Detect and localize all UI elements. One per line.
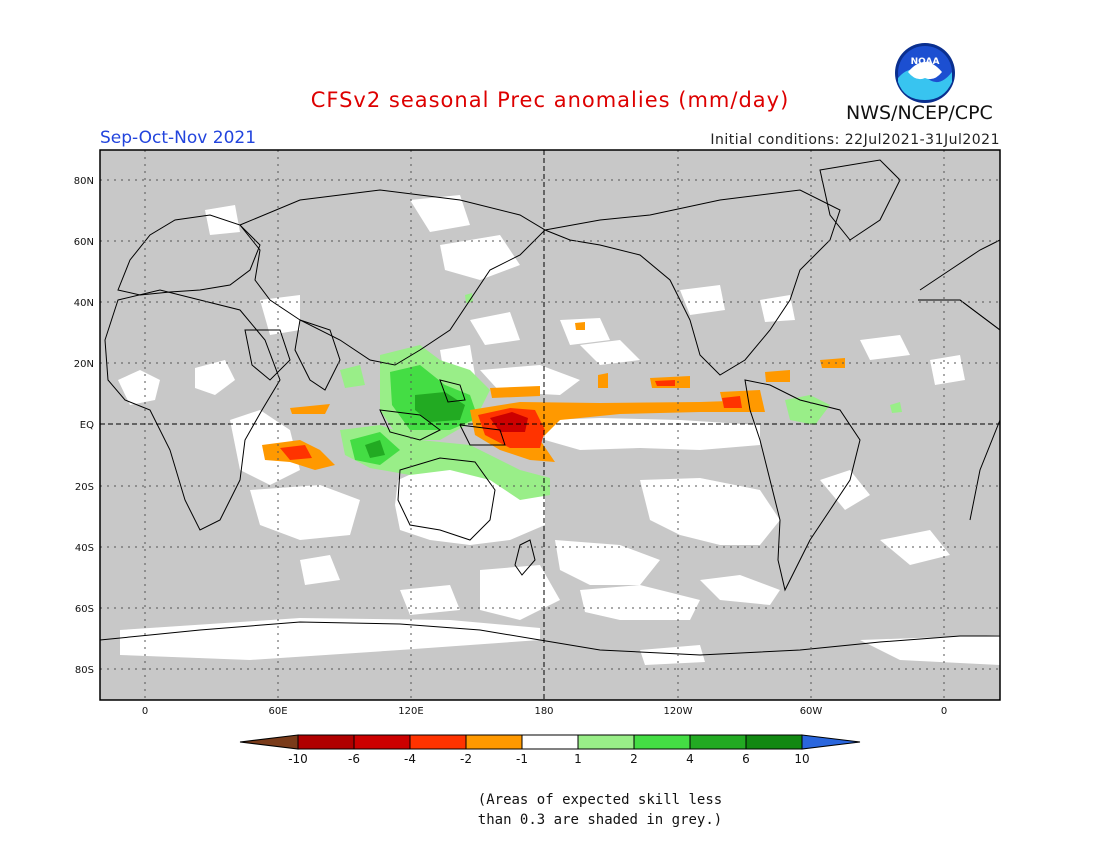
coastlines	[99, 159, 1001, 656]
lat-label: 20S	[75, 482, 94, 493]
noaa-logo: NOAA	[895, 43, 955, 103]
initial-conditions: Initial conditions: 22Jul2021-31Jul2021	[710, 132, 1000, 148]
colorbar-swatch	[577, 734, 635, 750]
colorbar-tick-label: 2	[630, 752, 638, 766]
equator-dateline	[100, 150, 1000, 700]
lat-label: 40N	[74, 298, 94, 309]
longitude-axis: 0 60E 120E 180 120W 60W 0	[142, 706, 947, 717]
lon-label: 120E	[398, 706, 423, 717]
lon-label: 120W	[664, 706, 693, 717]
colorbar-swatch	[689, 734, 747, 750]
logo-text: NOAA	[911, 57, 940, 67]
colorbar-tick-label: -6	[348, 752, 360, 766]
lat-label: 60N	[74, 237, 94, 248]
colorbar-swatch	[745, 734, 803, 750]
colorbar-tick-label: 10	[794, 752, 809, 766]
lon-label: 0	[142, 706, 148, 717]
skill-note-line1: (Areas of expected skill less	[477, 792, 723, 808]
lat-label: 40S	[75, 543, 94, 554]
season-label: Sep-Oct-Nov 2021	[100, 128, 257, 148]
colorbar-tick-label: 1	[574, 752, 582, 766]
lon-label: 0	[941, 706, 947, 717]
lat-label: EQ	[80, 420, 94, 431]
skill-note-line2: than 0.3 are shaded in grey.)	[477, 812, 723, 828]
colorbar-tick-label: 4	[686, 752, 694, 766]
lon-label: 60W	[800, 706, 823, 717]
lat-label: 20N	[74, 359, 94, 370]
colorbar-arrow-low	[239, 734, 299, 750]
colorbar-swatch	[521, 734, 579, 750]
map-frame	[99, 149, 1001, 701]
colorbar: -10 -6 -4 -2 -1 1 2 4 6 10	[239, 734, 861, 766]
latitude-axis: 80N 60N 40N 20N EQ 20S 40S 60S 80S	[74, 176, 94, 676]
lat-label: 60S	[75, 604, 94, 615]
lat-label: 80N	[74, 176, 94, 187]
colorbar-swatch	[353, 734, 411, 750]
colorbar-tick-label: -10	[288, 752, 308, 766]
colorbar-swatch	[465, 734, 523, 750]
colorbar-swatch	[297, 734, 355, 750]
colorbar-swatch	[409, 734, 467, 750]
colorbar-tick-label: 6	[742, 752, 750, 766]
wet-anomaly-patches	[340, 293, 902, 500]
colorbar-arrow-high	[801, 734, 861, 750]
colorbar-swatch	[633, 734, 691, 750]
colorbar-tick-label: -2	[460, 752, 472, 766]
agency-label: NWS/NCEP/CPC	[846, 102, 993, 124]
map-title: CFSv2 seasonal Prec anomalies (mm/day)	[310, 88, 790, 112]
lon-label: 60E	[268, 706, 287, 717]
colorbar-tick-label: -1	[516, 752, 528, 766]
graticule	[100, 150, 1000, 700]
lat-label: 80S	[75, 665, 94, 676]
colorbar-tick-label: -4	[404, 752, 416, 766]
lon-label: 180	[534, 706, 553, 717]
dry-anomaly-patches	[262, 322, 845, 470]
